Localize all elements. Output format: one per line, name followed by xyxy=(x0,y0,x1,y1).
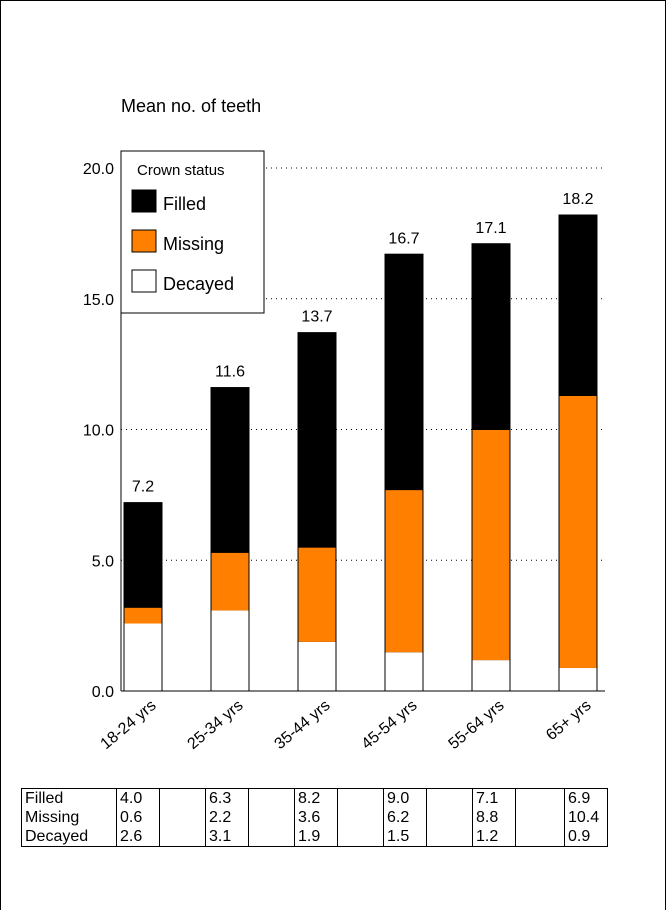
x-tick-label: 45-54 yrs xyxy=(359,697,421,753)
table-cell: 1.5 xyxy=(383,827,427,847)
table-cell: 6.2 xyxy=(383,808,427,827)
table-cell: 8.2 xyxy=(294,788,338,808)
legend-swatch-decayed xyxy=(131,269,157,293)
legend-title: Crown status xyxy=(137,162,225,179)
x-tick-label: 18-24 yrs xyxy=(98,697,160,753)
bar-filled xyxy=(297,332,337,548)
bar-filled xyxy=(210,387,250,553)
y-tick-label: 5.0 xyxy=(92,553,114,570)
y-tick-label: 10.0 xyxy=(83,423,114,440)
legend-swatch-missing xyxy=(131,229,157,253)
table-cell: 3.1 xyxy=(205,827,249,847)
table-cell: 0.9 xyxy=(564,827,608,847)
bar-decayed xyxy=(558,666,598,692)
bar-decayed xyxy=(471,659,511,692)
bar-missing xyxy=(558,395,598,668)
bar-missing xyxy=(123,606,163,624)
x-tick-label: 55-64 yrs xyxy=(446,697,508,753)
x-tick-label: 25-34 yrs xyxy=(185,697,247,753)
bar-total-label: 7.2 xyxy=(132,479,154,496)
x-tick-label: 65+ yrs xyxy=(543,697,594,744)
bar-total-label: 11.6 xyxy=(215,364,245,381)
bar-decayed xyxy=(123,622,163,692)
table-cell: 4.0 xyxy=(116,788,160,808)
bar-total-label: 16.7 xyxy=(388,230,419,247)
table-cell: 10.4 xyxy=(564,808,608,827)
x-tick-label: 35-44 yrs xyxy=(272,697,334,753)
table-cell: 2.2 xyxy=(205,808,249,827)
table-cell: 0.6 xyxy=(116,808,160,827)
bar-missing xyxy=(297,546,337,642)
bar-decayed xyxy=(297,640,337,692)
legend-label-decayed: Decayed xyxy=(163,274,234,294)
table-cell: 6.9 xyxy=(564,788,608,808)
y-tick-label: 15.0 xyxy=(83,292,114,309)
table-cell: 1.9 xyxy=(294,827,338,847)
bar-total-label: 13.7 xyxy=(301,309,332,326)
chart-title: Mean no. of teeth xyxy=(121,96,261,116)
legend-label-missing: Missing xyxy=(163,234,224,254)
table-cell: 3.6 xyxy=(294,808,338,827)
bar-filled xyxy=(471,243,511,430)
bar-decayed xyxy=(384,651,424,692)
table-cell: 8.8 xyxy=(472,808,516,827)
table-cell: 1.2 xyxy=(472,827,516,847)
table-cell: 2.6 xyxy=(116,827,160,847)
legend-label-filled: Filled xyxy=(163,194,206,214)
bar-missing xyxy=(471,429,511,661)
bar-missing xyxy=(210,551,250,611)
y-tick-label: 20.0 xyxy=(83,161,114,178)
bar-filled xyxy=(558,214,598,397)
row-label: Missing xyxy=(21,808,117,827)
table-cell: 9.0 xyxy=(383,788,427,808)
table-row-decayed: Decayed 2.6 3.1 1.9 1.5 1.2 0.9 xyxy=(21,827,608,847)
data-table: Filled 4.0 6.3 8.2 9.0 7.1 6.9 Missing 0… xyxy=(21,788,608,847)
row-label: Filled xyxy=(21,788,117,808)
table-row-missing: Missing 0.6 2.2 3.6 6.2 8.8 10.4 xyxy=(21,808,608,827)
legend-swatch-filled xyxy=(131,189,157,213)
row-label: Decayed xyxy=(21,827,117,847)
bar-filled xyxy=(384,253,424,491)
y-tick-label: 0.0 xyxy=(92,684,114,701)
table-row-filled: Filled 4.0 6.3 8.2 9.0 7.1 6.9 xyxy=(21,788,608,808)
bar-total-label: 17.1 xyxy=(475,220,506,237)
stacked-bar-chart: Mean no. of teeth 0.0 5.0 10.0 15.0 20.0 7.2 18… xyxy=(83,96,605,753)
bar-total-label: 18.2 xyxy=(562,191,593,208)
table-cell: 6.3 xyxy=(205,788,249,808)
table-cell: 7.1 xyxy=(472,788,516,808)
bar-missing xyxy=(384,489,424,653)
bar-decayed xyxy=(210,609,250,692)
bar-filled xyxy=(123,502,163,608)
